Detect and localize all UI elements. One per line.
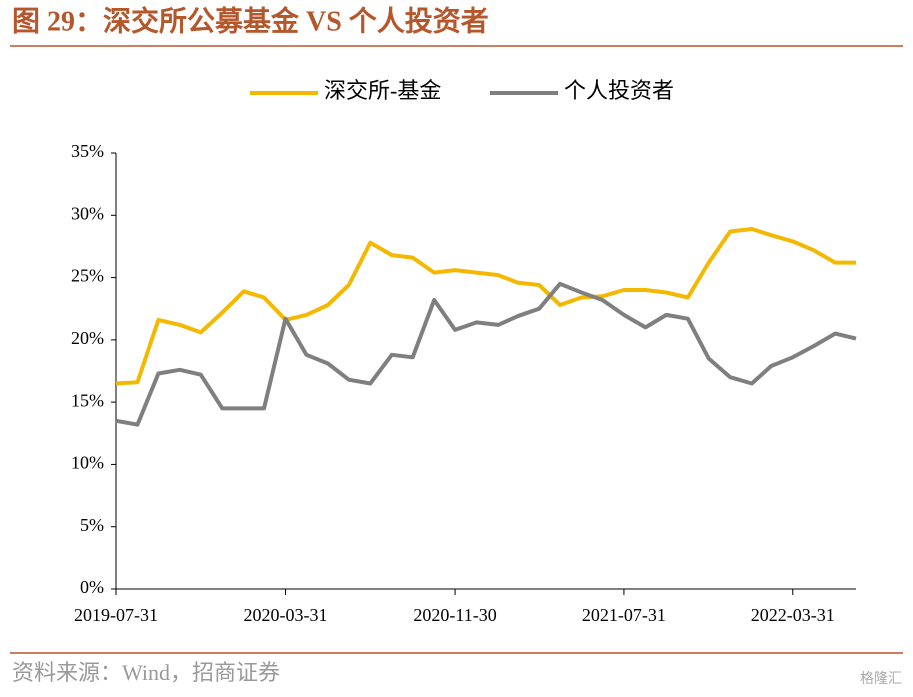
y-tick-label: 15% [71, 390, 104, 410]
y-tick-label: 5% [80, 515, 104, 535]
x-tick-label: 2019-07-31 [74, 605, 158, 625]
legend-label: 个人投资者 [564, 78, 674, 103]
line-series [115, 227, 856, 386]
line-series [115, 281, 857, 427]
y-tick-label: 30% [71, 203, 104, 223]
x-tick-label: 2020-11-30 [413, 605, 496, 625]
y-tick-label: 0% [80, 577, 104, 597]
x-tick-label: 2020-03-31 [244, 605, 328, 625]
y-tick-label: 35% [71, 141, 104, 161]
watermark: 格隆汇 [860, 671, 902, 687]
chart-title: 图 29：深交所公募基金 VS 个人投资者 [12, 4, 489, 37]
x-tick-label: 2021-07-31 [582, 605, 666, 625]
x-tick-label: 2022-03-31 [751, 605, 835, 625]
y-tick-label: 20% [71, 328, 104, 348]
source: 资料来源：Wind，招商证券 [12, 660, 280, 685]
y-tick-label: 10% [71, 453, 104, 473]
legend-label: 深交所-基金 [324, 78, 441, 103]
y-tick-label: 25% [71, 266, 104, 286]
